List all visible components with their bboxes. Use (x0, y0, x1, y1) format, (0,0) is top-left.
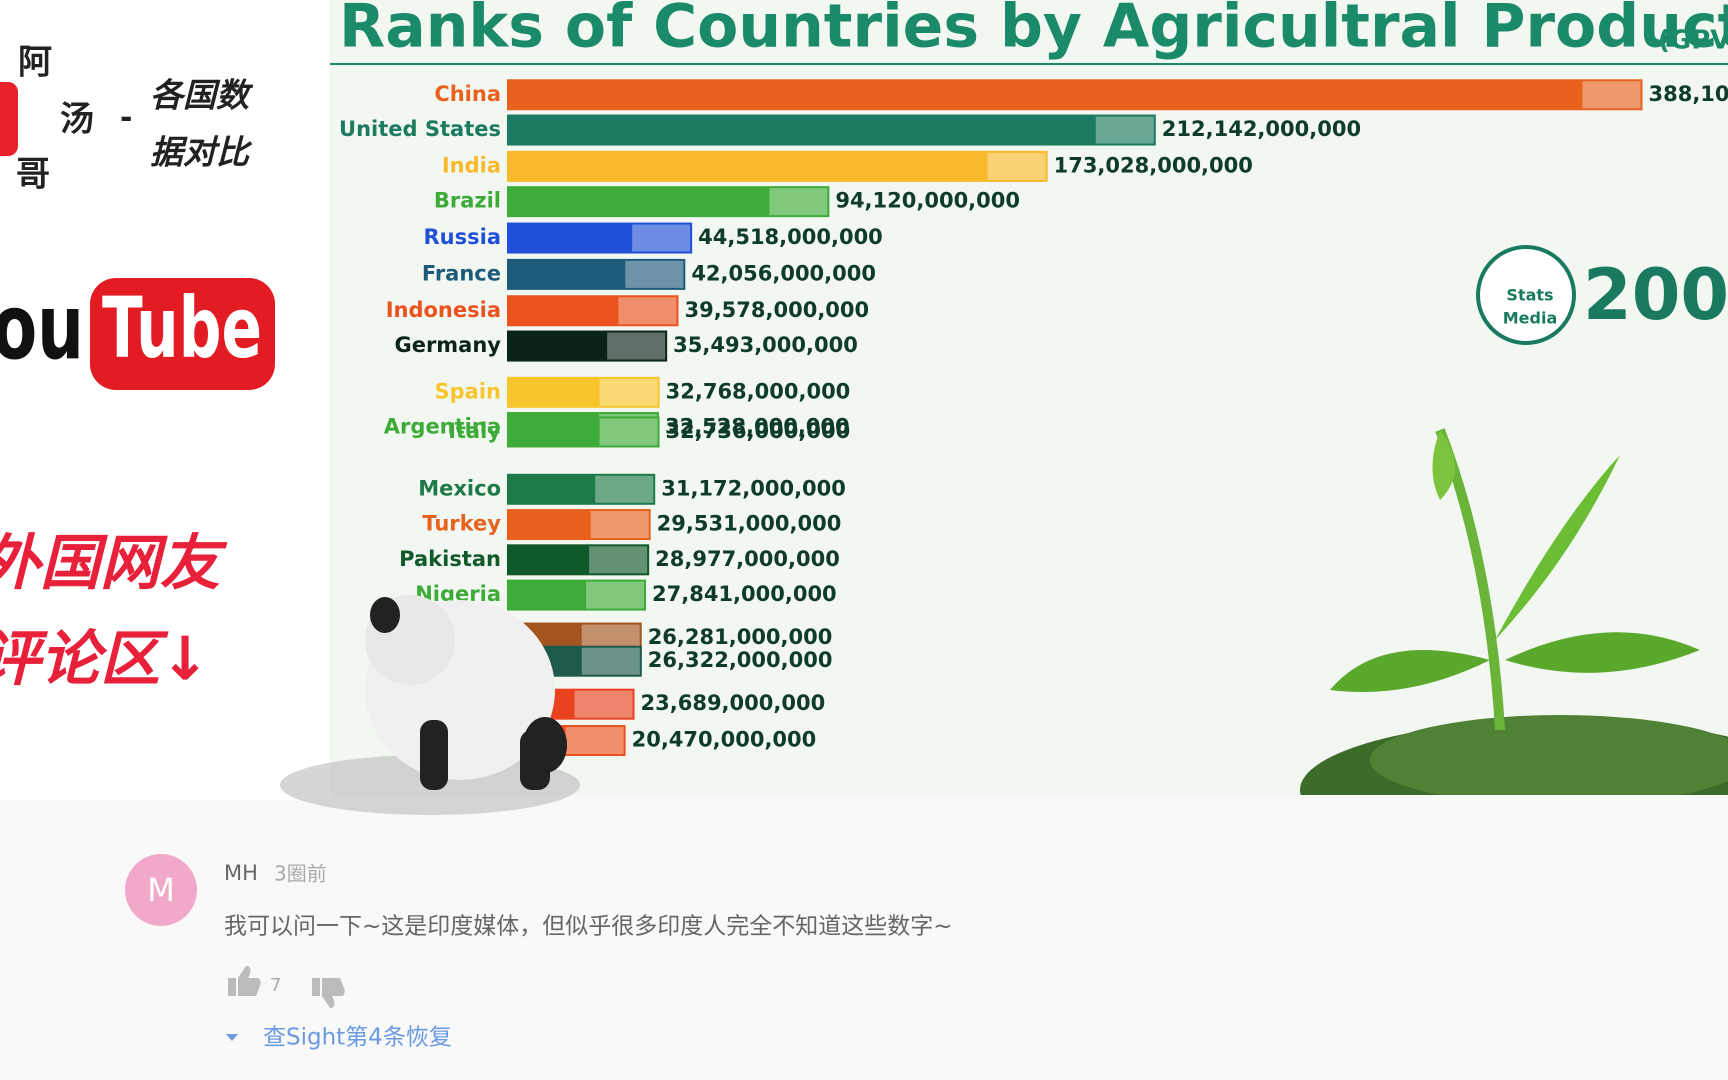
flag (599, 378, 658, 406)
category-label: Argentina (384, 415, 501, 439)
tagline: 各国数 (150, 76, 254, 115)
category-label: Germany (394, 333, 501, 357)
category-label: Turkey (422, 512, 501, 536)
flag (1095, 116, 1154, 144)
dislike-button[interactable] (312, 978, 345, 1008)
like-count: 7 (270, 975, 281, 996)
plant (1300, 428, 1728, 795)
category-label: United States (339, 117, 501, 141)
value-label: 32,528,000,000 (665, 415, 850, 439)
bar (507, 222, 693, 254)
value-label: 27,841,000,000 (652, 582, 837, 606)
logo-text: Media (1503, 309, 1558, 328)
category-label: Spain (435, 379, 501, 403)
author[interactable]: MH (224, 861, 258, 885)
notice: 外国网友 (0, 529, 228, 599)
bar (507, 79, 1643, 111)
value-label: 42,056,000,000 (691, 261, 876, 285)
bar (507, 150, 1048, 182)
category-label: Indonesia (386, 298, 501, 322)
bar (507, 114, 1156, 146)
value-label: 26,281,000,000 (648, 625, 833, 649)
value-label: 94,120,000,000 (835, 189, 1020, 213)
tagline: 据对比 (150, 133, 253, 172)
category-label: Pakistan (399, 547, 501, 571)
bar (507, 509, 651, 541)
value-label: 32,768,000,000 (666, 379, 851, 403)
flag (987, 152, 1046, 180)
timestamp: 3圈前 (274, 862, 327, 886)
sidebar (0, 0, 330, 800)
bar-chart: China 388,100,000,000 United States 212,142… (339, 79, 1728, 757)
category-label: China (434, 82, 501, 106)
flag (574, 690, 633, 718)
bar (507, 473, 656, 505)
channel-mark (0, 82, 18, 156)
value-label: 32,736,000,000 (666, 419, 851, 443)
year: 2001 (1583, 254, 1728, 336)
category-label: Mexico (418, 476, 501, 500)
video: Ranks of Countries by Agricultral Produc… (330, 0, 1728, 795)
flag (625, 260, 684, 288)
notice: 评论区↓ (0, 625, 210, 695)
value-label: 29,531,000,000 (657, 512, 842, 536)
bar (507, 579, 647, 611)
bar (507, 295, 679, 327)
avatar[interactable] (125, 854, 197, 926)
flag (618, 297, 677, 325)
category-label: Brazil (434, 189, 501, 213)
flag (595, 475, 654, 503)
channel-char: - (120, 101, 132, 136)
value-label: 31,172,000,000 (661, 476, 846, 500)
value-label: 23,689,000,000 (641, 691, 826, 715)
value-label: 212,142,000,000 (1162, 117, 1361, 141)
youtube-text: ou (0, 275, 84, 380)
chart-subtitle: (GPV (1658, 26, 1728, 56)
category-label: Italy (448, 419, 501, 443)
flag (581, 647, 640, 675)
value-label: 388,100,000,000 (1648, 82, 1728, 106)
flag (632, 224, 691, 252)
bar (507, 544, 650, 576)
flag (607, 332, 666, 360)
flag (565, 727, 624, 755)
value-label: 35,493,000,000 (673, 333, 858, 357)
flag (599, 418, 658, 446)
like-button[interactable] (228, 966, 261, 996)
bar (507, 258, 686, 290)
value-label: 39,578,000,000 (684, 298, 869, 322)
flag (1582, 81, 1641, 109)
bar (507, 186, 830, 218)
bar (507, 416, 660, 448)
youtube-box (90, 278, 275, 390)
avatar-letter: M (147, 871, 175, 909)
value-label: 173,028,000,000 (1054, 153, 1253, 177)
logo-text: Stats (1506, 286, 1553, 305)
panda (280, 595, 580, 815)
reply-link[interactable]: 查Sight第4条恢复 (263, 1025, 452, 1051)
youtube-text: Tube (102, 279, 262, 377)
comment-text: 我可以问一下~这是印度媒体，但似乎很多印度人完全不知道这些数字~ (224, 914, 953, 940)
category-label: Russia (424, 225, 502, 249)
category-label: India (442, 153, 501, 177)
channel-char: 阿 (18, 43, 52, 83)
logo (1476, 245, 1576, 345)
channel-char: 汤 (60, 100, 94, 140)
value-label: 28,977,000,000 (655, 547, 840, 571)
value-label: 26,322,000,000 (648, 648, 833, 672)
category-label: France (422, 261, 501, 285)
chart-title: Ranks of Countries by Agricultral Produc… (339, 0, 1728, 62)
flag (769, 188, 828, 216)
value-label: 20,470,000,000 (632, 728, 817, 752)
bar (507, 330, 668, 362)
expand-icon[interactable] (226, 1034, 238, 1041)
channel-char: 哥 (16, 155, 50, 195)
flag (586, 581, 645, 609)
bar (507, 376, 660, 408)
value-label: 44,518,000,000 (698, 225, 883, 249)
flag (590, 511, 649, 539)
flag (589, 546, 648, 574)
